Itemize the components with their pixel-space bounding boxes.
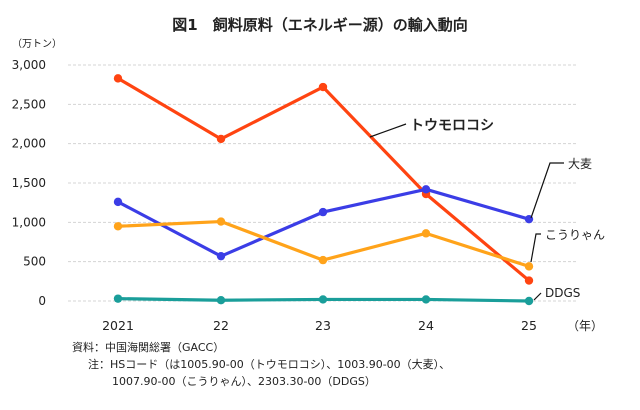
y-axis-unit: （万トン） (12, 38, 62, 50)
series-2 (113, 217, 534, 271)
y-axis-ticks: 0 500 1,000 1,500 2,000 2,500 3,000 (12, 58, 46, 308)
series-3 (113, 294, 534, 306)
leader-line (530, 162, 564, 219)
data-point (216, 251, 226, 261)
data-point (216, 134, 226, 144)
y-tick-label: 3,000 (12, 58, 46, 72)
y-tick-label: 2,000 (12, 137, 46, 151)
series-group (113, 74, 534, 306)
series-1 (113, 185, 534, 261)
data-point (113, 197, 123, 207)
leader-line (530, 233, 541, 263)
series-label: 大麦 (568, 157, 592, 171)
x-axis-unit: （年） (567, 319, 603, 333)
series-label: こうりゃん (545, 228, 605, 242)
data-point (113, 222, 123, 231)
data-point (524, 296, 534, 306)
leader-line (369, 123, 407, 138)
data-point (113, 294, 123, 303)
x-tick-label: 23 (315, 318, 331, 333)
leader-line (533, 292, 542, 301)
data-point (318, 82, 328, 92)
line-chart: 図1 飼料原料（エネルギー源）の輸入動向 （万トン） （年） 0 500 1,000… (12, 16, 605, 333)
y-tick-label: 2,500 (12, 97, 46, 111)
data-point (421, 295, 431, 304)
x-tick-label: 22 (213, 318, 229, 333)
x-tick-label: 24 (418, 318, 434, 333)
data-point (318, 255, 328, 265)
x-axis-ticks: 2021 22 23 24 25 (102, 318, 537, 333)
y-tick-label: 0 (38, 294, 46, 308)
data-point (216, 296, 226, 305)
data-point (524, 262, 534, 271)
y-tick-label: 1,000 (12, 215, 46, 229)
data-point (421, 229, 431, 238)
y-tick-label: 500 (23, 255, 46, 269)
data-point (524, 276, 534, 285)
x-tick-label: 25 (521, 318, 537, 333)
data-point (216, 217, 226, 226)
data-point (318, 207, 328, 217)
hs-code-note-line2: 1007.90-00（こうりゃん）、2303.30-00（DDGS） (112, 375, 376, 388)
data-point (113, 74, 123, 83)
chart-title: 図1 飼料原料（エネルギー源）の輸入動向 (172, 16, 467, 34)
x-tick-label: 2021 (102, 318, 134, 333)
data-point (421, 185, 431, 194)
gridlines (68, 64, 578, 302)
source-note: 資料：中国海関総署（GACC） (72, 341, 225, 354)
series-label: DDGS (545, 286, 580, 300)
hs-code-note-line1: 注：HSコード（は1005.90-00（トウモロコシ）、1003.90-00（大… (88, 358, 451, 371)
series-label: トウモロコシ (410, 118, 494, 134)
data-point (318, 295, 328, 304)
series-line (117, 76, 531, 282)
y-tick-label: 1,500 (12, 176, 46, 190)
series-0 (113, 74, 534, 285)
